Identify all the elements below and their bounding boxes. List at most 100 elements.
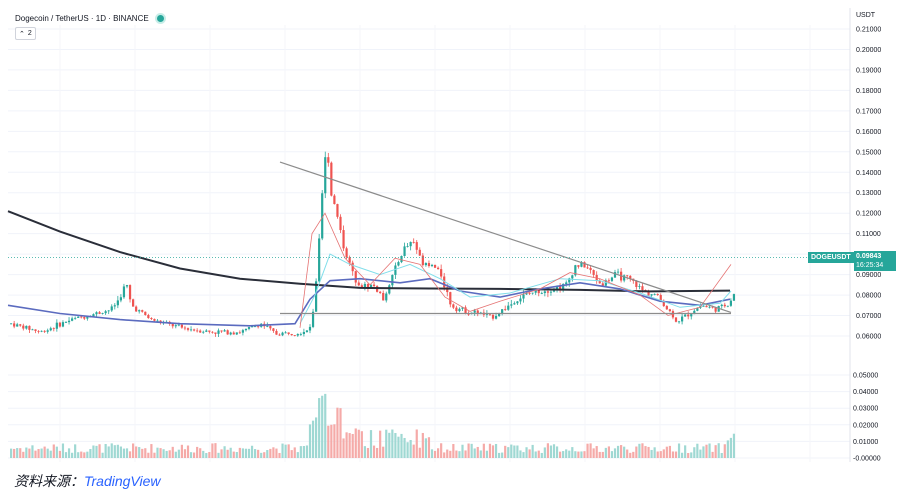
candle-up [107, 310, 110, 312]
candle-up [40, 330, 43, 332]
volume-bar-down [665, 446, 668, 458]
volume-bar-down [446, 449, 449, 458]
volume-bar-up [510, 444, 513, 458]
volume-bar-down [287, 444, 290, 458]
candle-down [546, 291, 549, 293]
volume-bar-up [177, 449, 180, 458]
volume-bar-up [205, 453, 208, 458]
volume-bar-up [46, 448, 49, 458]
candle-up [10, 323, 13, 325]
volume-bar-up [165, 450, 168, 458]
volume-bar-up [574, 451, 577, 458]
candle-up [116, 300, 119, 306]
volume-bar-down [379, 430, 382, 458]
volume-bar-up [241, 448, 244, 458]
price-tick-label: 0.18000 [856, 88, 881, 95]
volume-bar-down [351, 433, 354, 458]
candle-up [281, 332, 284, 336]
volume-bar-down [278, 452, 281, 458]
volume-tick-label: 0.04000 [853, 389, 878, 396]
candle-down [293, 335, 296, 336]
candle-up [31, 329, 34, 331]
volume-bar-down [275, 448, 278, 458]
volume-bar-up [696, 443, 699, 458]
candle-down [327, 157, 330, 163]
volume-tick-label: 0.05000 [853, 373, 878, 380]
volume-bar-down [491, 445, 495, 458]
volume-bar-up [650, 449, 653, 458]
candle-down [705, 305, 708, 308]
candle-up [562, 284, 565, 290]
volume-bar-down [226, 449, 229, 458]
candle-down [440, 269, 443, 277]
candle-down [19, 324, 22, 326]
volume-bar-up [49, 450, 52, 458]
price-tick-label: 0.12000 [856, 211, 881, 218]
indicators-toggle-button[interactable]: ⌃ 2 [15, 27, 36, 40]
candle-down [601, 283, 604, 286]
candle-down [345, 248, 348, 258]
source-link[interactable]: TradingView [84, 473, 161, 489]
candle-down [128, 285, 132, 300]
candle-up [510, 304, 513, 306]
volume-bar-up [406, 442, 409, 458]
candle-down [354, 271, 357, 283]
candle-down [504, 309, 507, 310]
volume-bar-up [513, 445, 516, 458]
candle-down [83, 317, 86, 319]
candle-down [656, 293, 659, 296]
candle-down [211, 331, 214, 333]
volume-bar-down [366, 447, 370, 458]
volume-bar-down [199, 448, 202, 458]
volume-bar-up [525, 447, 528, 458]
volume-bar-up [516, 445, 519, 458]
candle-down [153, 318, 156, 321]
indicator-count: 2 [27, 30, 32, 37]
candle-down [449, 292, 452, 305]
volume-bar-down [635, 446, 638, 458]
candle-up [363, 283, 366, 288]
candle-down [583, 262, 586, 268]
currency-selector[interactable]: USDT [856, 12, 876, 19]
volume-bar-down [214, 443, 217, 458]
candle-down [443, 276, 446, 288]
candle-down [357, 282, 360, 286]
volume-bar-up [244, 448, 248, 458]
candle-down [193, 329, 196, 331]
candle-up [205, 330, 208, 332]
volume-bar-down [186, 445, 190, 458]
candle-up [55, 322, 58, 329]
candle-down [635, 280, 638, 287]
volume-bar-down [586, 443, 589, 458]
candle-up [690, 314, 693, 317]
volume-bar-down [626, 449, 629, 458]
volume-bar-down [455, 450, 458, 458]
volume-bar-up [610, 451, 614, 458]
volume-bar-up [458, 451, 461, 458]
volume-bar-down [452, 444, 455, 458]
candle-down [711, 306, 714, 308]
volume-bar-down [183, 449, 187, 458]
candle-up [64, 322, 68, 323]
volume-bar-up [10, 448, 13, 458]
volume-bar-up [101, 452, 104, 458]
volume-bar-down [150, 444, 153, 458]
volume-bar-down [467, 443, 470, 458]
candle-down [455, 307, 458, 312]
price-tick-label: 0.13000 [856, 190, 881, 197]
volume-bar-down [644, 446, 647, 458]
volume-bar-up [138, 447, 141, 458]
volume-bar-down [528, 449, 531, 458]
volume-bar-down [232, 451, 235, 458]
volume-bar-up [363, 446, 366, 458]
volume-bar-up [89, 449, 92, 458]
volume-bar-down [668, 445, 671, 458]
candle-down [186, 328, 190, 330]
candle-down [147, 315, 150, 319]
volume-bar-up [189, 452, 193, 458]
candle-up [729, 300, 732, 306]
price-tick-label: 0.21000 [856, 27, 881, 34]
candle-up [223, 330, 226, 332]
volume-bar-down [171, 446, 174, 458]
